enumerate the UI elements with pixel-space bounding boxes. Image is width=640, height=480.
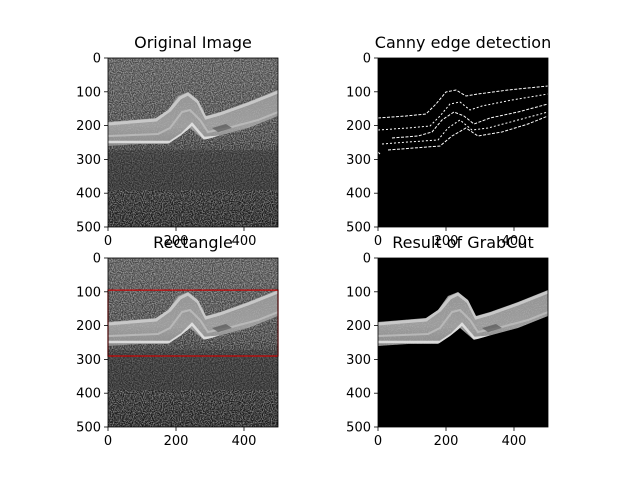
y-tick-label: 200 [76, 119, 101, 134]
y-tick-label: 200 [76, 319, 101, 334]
x-tick-label: 0 [374, 234, 382, 249]
y-tick-label: 400 [76, 387, 101, 402]
y-tick-label: 500 [346, 421, 371, 436]
axes-frame [107, 57, 279, 228]
image-area [108, 58, 278, 227]
image-area [378, 258, 548, 427]
y-tick-label: 0 [363, 52, 371, 67]
x-tick-label: 400 [502, 434, 527, 449]
y-tick-label: 200 [346, 319, 371, 334]
axes-frame [377, 57, 549, 228]
y-tick-label: 100 [76, 285, 101, 300]
x-tick-label: 400 [232, 234, 257, 249]
axes-frame [107, 257, 279, 428]
y-tick-label: 500 [346, 221, 371, 236]
y-tick-label: 0 [363, 252, 371, 267]
axes-frame [377, 257, 549, 428]
y-tick-label: 0 [93, 252, 101, 267]
x-tick-label: 0 [104, 234, 112, 249]
x-tick-label: 400 [502, 234, 527, 249]
y-tick-label: 500 [76, 421, 101, 436]
subplot-title: Canny edge detection [375, 33, 551, 52]
x-tick-label: 200 [434, 434, 459, 449]
choroid-band [108, 350, 278, 390]
image-area [108, 258, 278, 427]
image-area [378, 58, 548, 227]
y-tick-label: 500 [76, 221, 101, 236]
y-tick-label: 300 [346, 153, 371, 168]
x-tick-label: 0 [374, 434, 382, 449]
y-tick-label: 300 [76, 353, 101, 368]
x-tick-label: 200 [164, 434, 189, 449]
x-tick-label: 200 [434, 234, 459, 249]
y-tick-label: 300 [76, 153, 101, 168]
subplot-title: Result of GrabCut [392, 233, 534, 252]
y-tick-label: 400 [76, 187, 101, 202]
y-tick-label: 100 [76, 85, 101, 100]
subplot-title: Rectangle [153, 233, 233, 252]
y-tick-label: 300 [346, 353, 371, 368]
x-tick-label: 0 [104, 434, 112, 449]
x-tick-label: 400 [232, 434, 257, 449]
y-tick-label: 200 [346, 119, 371, 134]
y-tick-label: 400 [346, 187, 371, 202]
y-tick-label: 400 [346, 387, 371, 402]
y-tick-label: 100 [346, 285, 371, 300]
subplot-title: Original Image [134, 33, 252, 52]
y-tick-label: 0 [93, 52, 101, 67]
edge-lines [378, 85, 548, 155]
choroid-band [108, 150, 278, 190]
y-tick-label: 100 [346, 85, 371, 100]
x-tick-label: 200 [164, 234, 189, 249]
